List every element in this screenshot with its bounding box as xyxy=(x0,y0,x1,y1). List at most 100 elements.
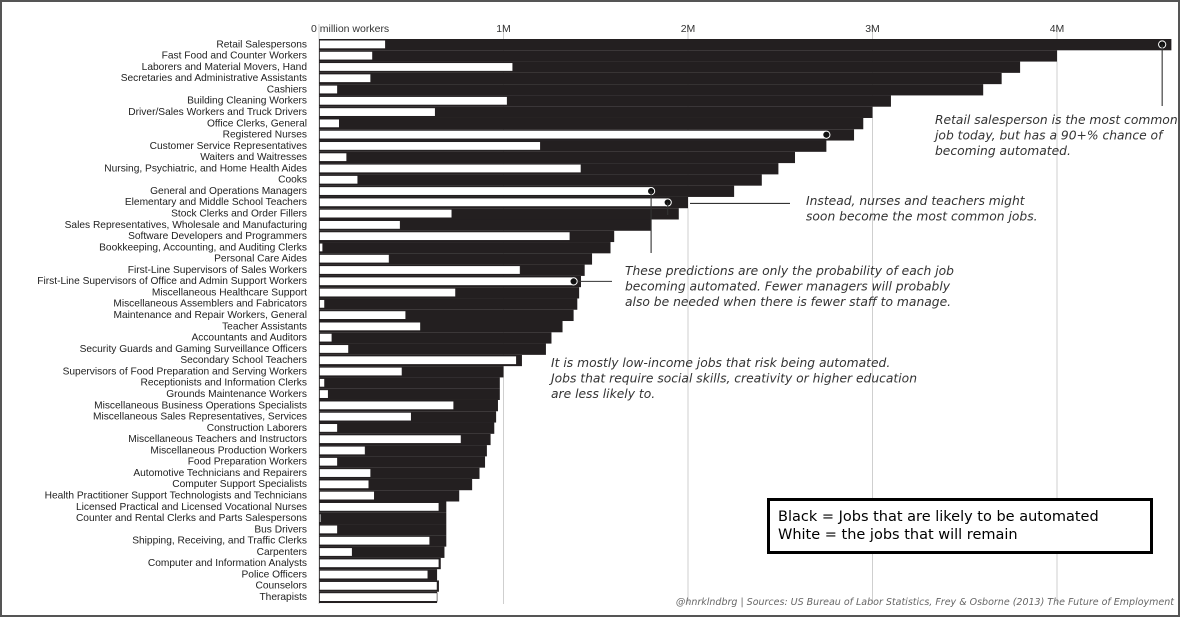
category-label: Shipping, Receiving, and Traffic Clerks xyxy=(132,536,307,547)
category-label: Miscellaneous Sales Representatives, Ser… xyxy=(93,412,307,423)
automated-bar xyxy=(319,298,578,310)
remaining-bar xyxy=(319,231,571,241)
remaining-bar xyxy=(319,310,407,320)
x-tick-label: 2M xyxy=(681,23,696,35)
retail-annotation-line: Retail salesperson is the most common xyxy=(935,113,1178,127)
remaining-bar xyxy=(319,321,421,331)
remaining-bar xyxy=(319,288,456,298)
category-label: Fast Food and Counter Workers xyxy=(162,51,307,62)
nurses-teachers-annotation-line: Instead, nurses and teachers might xyxy=(806,194,1026,208)
category-label: Miscellaneous Healthcare Support xyxy=(152,287,307,298)
remaining-bar xyxy=(319,175,359,185)
automated-bar xyxy=(319,61,1021,73)
automated-bar xyxy=(319,332,552,344)
automated-bar xyxy=(319,50,1057,62)
remaining-bar xyxy=(319,502,440,512)
automated-bar xyxy=(319,546,445,558)
remaining-bar xyxy=(319,333,333,343)
automated-bar xyxy=(319,343,546,355)
category-label: Bus Drivers xyxy=(254,524,307,535)
legend-black-entry: Black = Jobs that are likely to be autom… xyxy=(778,509,1099,525)
remaining-bar xyxy=(319,434,462,444)
automated-bar xyxy=(319,140,827,152)
source-note: @hnrklndbrg | Sources: US Bureau of Labo… xyxy=(676,597,1175,608)
remaining-bar xyxy=(319,130,827,140)
annotations: Retail salesperson is the most common job… xyxy=(548,113,1178,401)
remaining-bar xyxy=(319,242,323,252)
category-label: Sales Representatives, Wholesale and Man… xyxy=(65,220,308,231)
remaining-bar xyxy=(319,423,338,433)
category-label: Waiters and Waitresses xyxy=(200,152,307,163)
remaining-bar xyxy=(319,581,438,591)
remaining-bar xyxy=(319,491,375,501)
legend: Black = Jobs that are likely to be autom… xyxy=(767,498,1153,554)
category-label: Miscellaneous Assemblers and Fabricators xyxy=(113,299,307,310)
remaining-bar xyxy=(319,62,514,72)
category-label: Cooks xyxy=(278,175,307,186)
automated-bar xyxy=(319,366,504,378)
nurses-teachers-annotation-line: soon become the most common jobs. xyxy=(806,210,1038,224)
automated-bar xyxy=(319,106,873,118)
x-tick-label: 1M xyxy=(496,23,511,35)
category-label: Security Guards and Gaming Surveillance … xyxy=(80,344,307,355)
automated-bar xyxy=(319,422,495,434)
remaining-bar xyxy=(319,479,370,489)
value-marker xyxy=(569,277,578,286)
remaining-bar xyxy=(319,51,373,61)
low-income-annotation-line: are less likely to. xyxy=(551,387,655,401)
category-label: Bookkeeping, Accounting, and Auditing Cl… xyxy=(99,242,307,253)
x-tick-label: 3M xyxy=(865,23,880,35)
automated-bar xyxy=(319,478,473,491)
remaining-bar xyxy=(319,445,366,455)
category-label: Cashiers xyxy=(267,84,307,95)
remaining-bar xyxy=(319,276,574,286)
remaining-bar xyxy=(319,265,521,275)
bars xyxy=(319,39,1172,604)
category-label: Secretaries and Administrative Assistant… xyxy=(121,73,307,84)
category-label: Licensed Practical and Licensed Vocation… xyxy=(76,502,307,513)
automated-bar xyxy=(319,84,984,96)
category-label: Computer Support Specialists xyxy=(172,479,307,490)
category-label: Customer Service Representatives xyxy=(150,141,307,152)
category-label: Therapists xyxy=(259,592,307,603)
remaining-bar xyxy=(319,163,582,173)
remaining-bar xyxy=(319,39,386,49)
category-label: Driver/Sales Workers and Truck Drivers xyxy=(128,107,307,118)
category-label: Building Cleaning Workers xyxy=(187,96,307,107)
managers-annotation-line: becoming automated. Fewer managers will … xyxy=(625,280,951,294)
category-label: Laborers and Material Movers, Hand xyxy=(142,62,308,73)
remaining-bar xyxy=(319,141,541,151)
category-label: Secondary School Teachers xyxy=(180,355,307,366)
category-label: First-Line Supervisors of Sales Workers xyxy=(128,265,307,276)
category-label: General and Operations Managers xyxy=(150,186,307,197)
value-marker xyxy=(822,130,831,139)
category-label: Teacher Assistants xyxy=(222,321,307,332)
category-label: Health Practitioner Support Technologist… xyxy=(45,491,307,502)
category-label: Miscellaneous Teachers and Instructors xyxy=(128,434,307,445)
automated-bar xyxy=(319,253,593,265)
remaining-bar xyxy=(319,118,340,128)
automated-bar xyxy=(319,456,486,468)
remaining-bar xyxy=(319,299,325,309)
automated-bar xyxy=(319,39,1172,51)
category-label: Counselors xyxy=(255,581,307,592)
remaining-bar xyxy=(319,209,453,219)
category-label: Personal Care Aides xyxy=(214,254,307,265)
remaining-bar xyxy=(319,344,349,354)
category-label: Stock Clerks and Order Fillers xyxy=(171,209,307,220)
remaining-bar xyxy=(319,378,325,388)
category-label: Nursing, Psychiatric, and Home Health Ai… xyxy=(104,163,307,174)
automated-bar xyxy=(319,208,679,220)
automated-bar xyxy=(319,490,460,502)
remaining-bar xyxy=(319,152,347,162)
low-income-annotation-line: It is mostly low-income jobs that risk b… xyxy=(551,356,890,370)
remaining-bar xyxy=(319,107,436,117)
category-label: Office Clerks, General xyxy=(207,118,307,129)
remaining-bar xyxy=(319,524,338,534)
remaining-bar xyxy=(319,412,412,422)
remaining-bar xyxy=(319,85,338,95)
x-tick-label: 0 million workers xyxy=(311,23,389,35)
category-label: Computer and Information Analysts xyxy=(148,558,307,569)
